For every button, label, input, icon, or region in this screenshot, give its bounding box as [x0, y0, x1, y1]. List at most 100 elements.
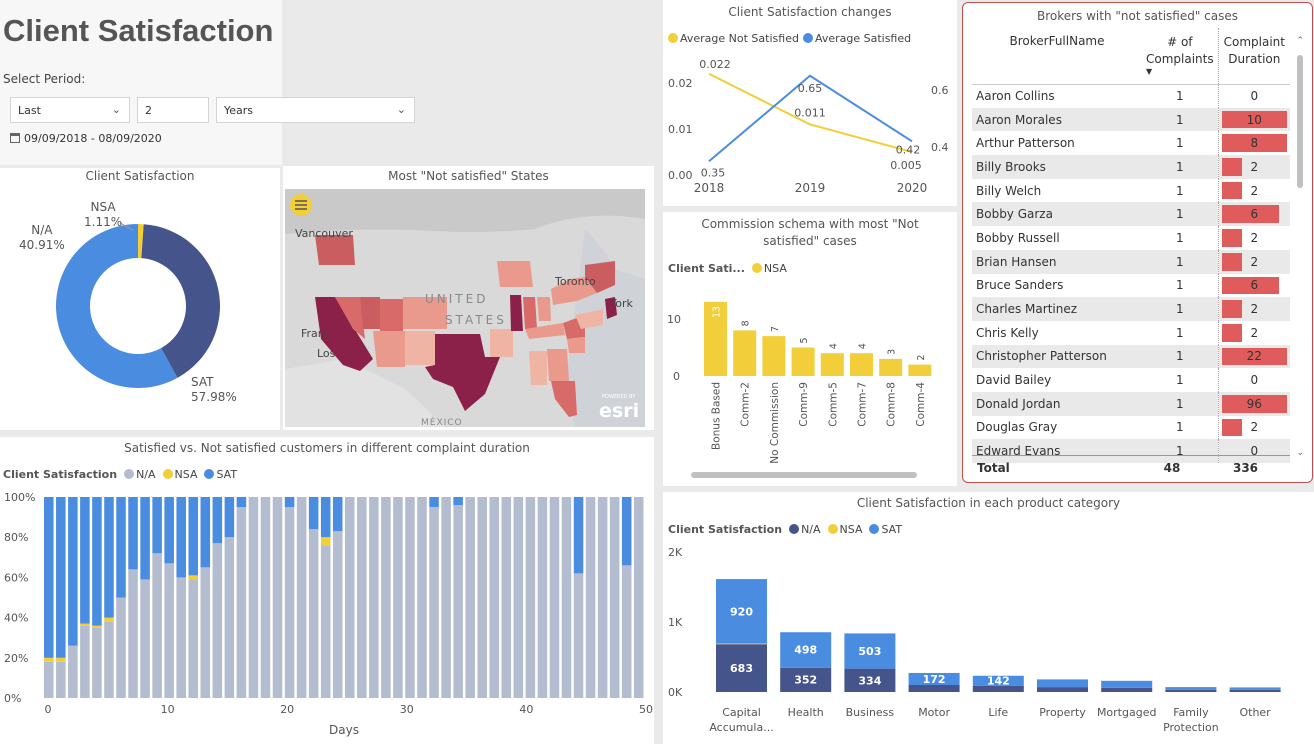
- bar-segment-na[interactable]: [357, 497, 367, 698]
- bar-segment-na[interactable]: [465, 497, 475, 698]
- bar-segment-na[interactable]: [513, 497, 524, 698]
- bar-segment-na[interactable]: [429, 507, 439, 698]
- bar-segment-na[interactable]: [92, 627, 102, 698]
- bar-segment-nsa[interactable]: [104, 617, 114, 622]
- col-broker-name[interactable]: BrokerFullName: [972, 28, 1142, 85]
- bar-segment-sat[interactable]: [164, 497, 174, 564]
- table-row[interactable]: Christopher Patterson 1 22: [972, 344, 1290, 369]
- category-bar-na[interactable]: [1165, 689, 1217, 692]
- category-bar-na[interactable]: [780, 667, 832, 692]
- bar-segment-na[interactable]: [248, 497, 259, 698]
- bar-segment-na[interactable]: [236, 507, 247, 698]
- bar-segment-na[interactable]: [369, 497, 379, 698]
- category-bar-sat[interactable]: [844, 633, 896, 669]
- bar-segment-sat[interactable]: [621, 497, 632, 566]
- bar-segment-sat[interactable]: [332, 497, 343, 532]
- bar-segment-na[interactable]: [609, 497, 620, 698]
- bar-segment-sat[interactable]: [56, 497, 66, 658]
- bar-segment-sat[interactable]: [140, 497, 150, 580]
- category-bar-na[interactable]: [908, 685, 960, 692]
- bar-segment-na[interactable]: [200, 567, 211, 698]
- bar-segment-na[interactable]: [44, 661, 54, 698]
- bar-segment-na[interactable]: [272, 497, 283, 698]
- col-duration[interactable]: Complaint Duration: [1217, 28, 1290, 85]
- bar-segment-sat[interactable]: [128, 497, 138, 570]
- category-bar-na[interactable]: [972, 685, 1024, 692]
- bar-segment-na[interactable]: [621, 565, 632, 698]
- bar-segment-na[interactable]: [128, 569, 138, 698]
- bar-segment-na[interactable]: [176, 577, 186, 698]
- bar-segment-na[interactable]: [453, 505, 463, 698]
- table-row[interactable]: Billy Welch 1 2: [972, 178, 1290, 203]
- bar-segment-sat[interactable]: [320, 497, 331, 538]
- table-row[interactable]: Arthur Patterson 1 8: [972, 131, 1290, 156]
- table-row[interactable]: Aaron Morales 1 10: [972, 107, 1290, 132]
- bar-segment-sat[interactable]: [224, 497, 235, 538]
- category-bar-sat[interactable]: [972, 675, 1024, 686]
- table-row[interactable]: Edward Evans 1 0: [972, 439, 1290, 463]
- bar-segment-na[interactable]: [56, 661, 66, 698]
- table-row[interactable]: Bruce Sanders 1 6: [972, 273, 1290, 298]
- bar-segment-nsa[interactable]: [320, 537, 331, 546]
- line-not-satisfied[interactable]: [708, 72, 913, 153]
- category-bar-sat[interactable]: [716, 579, 767, 644]
- category-bar-sat[interactable]: [1165, 687, 1217, 690]
- commission-bar[interactable]: [879, 358, 903, 376]
- us-map[interactable]: Vancouver UNITED STATES Toronto York Fra…: [285, 189, 645, 427]
- bar-segment-sat[interactable]: [152, 497, 162, 554]
- bar-segment-nsa[interactable]: [188, 575, 199, 580]
- bar-segment-na[interactable]: [549, 497, 560, 698]
- commission-bar[interactable]: [704, 301, 727, 376]
- bar-segment-na[interactable]: [537, 497, 548, 698]
- commission-bar[interactable]: [820, 353, 844, 376]
- category-bar-sat[interactable]: [1101, 680, 1153, 688]
- bar-segment-na[interactable]: [68, 645, 78, 698]
- bar-segment-sat[interactable]: [176, 497, 186, 578]
- category-bar-sat[interactable]: [780, 632, 832, 668]
- bar-segment-na[interactable]: [152, 553, 162, 698]
- bar-segment-sat[interactable]: [44, 497, 54, 658]
- bar-segment-sat[interactable]: [116, 497, 126, 598]
- donut-slice-nsa[interactable]: [138, 224, 144, 259]
- scroll-up-icon[interactable]: ⌃: [1296, 36, 1304, 46]
- bar-segment-na[interactable]: [296, 497, 307, 698]
- category-bar-sat[interactable]: [1229, 687, 1281, 690]
- table-row[interactable]: Bobby Garza 1 6: [972, 202, 1290, 227]
- bar-segment-na[interactable]: [441, 497, 451, 698]
- category-bar-na[interactable]: [1229, 689, 1281, 692]
- bar-segment-na[interactable]: [417, 497, 427, 698]
- period-mode-dropdown[interactable]: Last ⌄: [10, 97, 130, 123]
- table-row[interactable]: Brian Hansen 1 2: [972, 249, 1290, 274]
- bar-segment-sat[interactable]: [212, 497, 223, 544]
- bar-segment-na[interactable]: [633, 497, 644, 698]
- bar-segment-na[interactable]: [585, 497, 596, 698]
- donut-slice-na[interactable]: [141, 224, 221, 378]
- col-complaints[interactable]: # of Complaints ▼: [1142, 28, 1219, 85]
- bar-segment-na[interactable]: [405, 497, 415, 698]
- bar-segment-sat[interactable]: [80, 497, 90, 624]
- bar-segment-nsa[interactable]: [56, 657, 66, 662]
- bar-segment-sat[interactable]: [429, 497, 439, 508]
- bar-segment-sat[interactable]: [68, 497, 78, 646]
- bar-segment-na[interactable]: [140, 579, 150, 698]
- table-row[interactable]: Bobby Russell 1 2: [972, 226, 1290, 250]
- category-bar-sat[interactable]: [1037, 679, 1088, 688]
- category-bar-na[interactable]: [1037, 687, 1088, 692]
- table-row[interactable]: Charles Martinez 1 2: [972, 297, 1290, 321]
- bar-segment-sat[interactable]: [573, 497, 584, 574]
- commission-bar[interactable]: [733, 330, 757, 376]
- commission-bar[interactable]: [850, 353, 873, 376]
- commission-bar[interactable]: [762, 336, 786, 376]
- category-bar-nsa[interactable]: [716, 643, 767, 645]
- bar-segment-na[interactable]: [477, 497, 487, 698]
- bar-segment-na[interactable]: [224, 537, 235, 698]
- bar-segment-na[interactable]: [525, 497, 536, 698]
- bar-segment-sat[interactable]: [284, 497, 295, 508]
- bar-segment-na[interactable]: [212, 543, 223, 698]
- bar-segment-na[interactable]: [188, 579, 199, 698]
- category-bar-sat[interactable]: [908, 672, 960, 685]
- category-bar-na[interactable]: [1101, 687, 1153, 692]
- bar-segment-na[interactable]: [320, 545, 331, 698]
- category-bar-na[interactable]: [716, 644, 767, 692]
- bar-segment-na[interactable]: [332, 531, 343, 698]
